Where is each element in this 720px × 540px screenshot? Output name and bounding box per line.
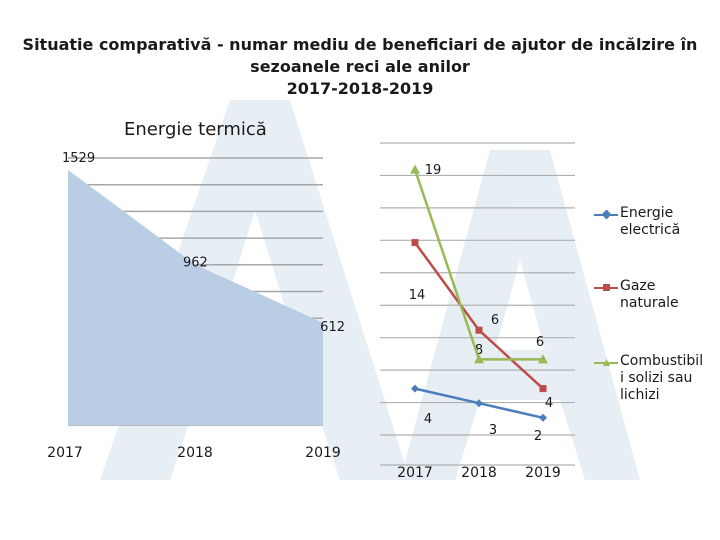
- area-data-label: 1529: [62, 151, 95, 166]
- area-chart-series: 1529 962 612 2017 2018 2019: [47, 151, 345, 461]
- area-x-tick-label: 2017: [47, 445, 83, 461]
- legend-label-line: electrică: [620, 222, 681, 238]
- line-x-tick-label: 2019: [525, 465, 561, 481]
- line-point-diamond: [539, 413, 547, 422]
- legend-item-energie-electrica: Energie electrică: [594, 205, 680, 239]
- chart-title-line: 2017-2018-2019: [286, 79, 434, 98]
- line-data-label: 8: [475, 343, 483, 358]
- line-data-label: 4: [424, 412, 432, 427]
- line-point-diamond: [475, 399, 483, 408]
- line-chart-series: 4 3 2 14 8 4 19 6 6 2017 2018 2019: [397, 163, 561, 481]
- line-data-label: 6: [491, 313, 499, 328]
- line-data-label: 4: [545, 396, 553, 411]
- legend-swatch-square-icon: [594, 282, 618, 294]
- line-point-triangle: [538, 354, 548, 364]
- chart-title-line: sezoanele reci ale anilor: [250, 57, 470, 76]
- legend-label-line: Combustibil: [620, 353, 704, 369]
- legend-swatch-diamond-icon: [594, 209, 618, 221]
- area-x-tick-label: 2019: [305, 445, 341, 461]
- line-data-label: 14: [409, 288, 426, 303]
- legend-label-line: naturale: [620, 295, 679, 311]
- line-data-label: 3: [489, 423, 497, 438]
- legend-label-line: Energie: [620, 205, 674, 221]
- legend-item-gaze-naturale: Gaze naturale: [594, 278, 679, 312]
- area-data-label: 962: [183, 255, 208, 270]
- line-series-1: [413, 241, 544, 390]
- legend-label-line: i solizi sau: [620, 370, 693, 386]
- line-point-triangle: [410, 164, 420, 174]
- line-x-tick-label: 2017: [397, 465, 433, 481]
- line-point-square: [475, 326, 483, 334]
- chart-title-line: Situatie comparativă - numar mediu de be…: [22, 35, 698, 54]
- line-point-square: [411, 239, 419, 247]
- line-point-triangle: [474, 354, 484, 364]
- chart-title: Situatie comparativă - numar mediu de be…: [0, 34, 720, 100]
- line-chart-gridlines: [380, 142, 575, 466]
- area-x-tick-label: 2018: [177, 445, 213, 461]
- legend-item-combustibil: Combustibil i solizi sau lichizi: [594, 353, 703, 404]
- area-data-label: 612: [320, 320, 345, 335]
- line-data-label: 6: [536, 335, 544, 350]
- legend-label-line: Gaze: [620, 278, 656, 294]
- line-data-label: 2: [534, 429, 542, 444]
- area-chart-title: Energie termică: [124, 119, 267, 140]
- line-point-square: [539, 385, 547, 393]
- legend-label-line: lichizi: [620, 387, 660, 403]
- line-point-diamond: [411, 384, 419, 393]
- line-data-label: 19: [425, 163, 442, 178]
- legend-swatch-triangle-icon: [594, 357, 618, 369]
- area-series-fill: [68, 169, 323, 425]
- line-x-tick-label: 2018: [461, 465, 497, 481]
